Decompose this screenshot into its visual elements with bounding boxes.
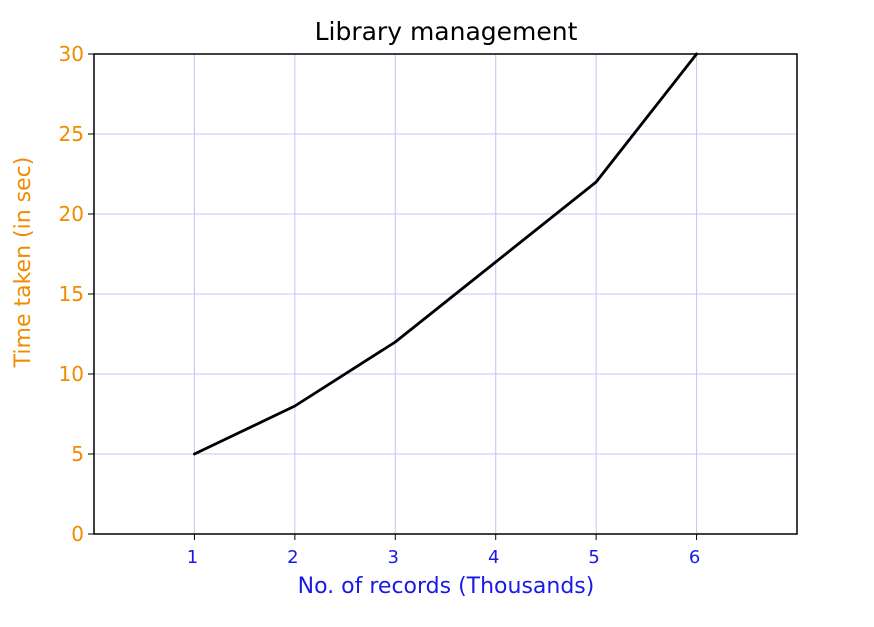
- chart-title: Library management: [315, 17, 578, 46]
- grid: [94, 53, 797, 534]
- x-ticks: 1 2 3 4 5 6: [187, 534, 700, 568]
- x-axis-label: No. of records (Thousands): [298, 574, 595, 599]
- x-tick-label: 1: [187, 547, 198, 568]
- x-tick-label: 2: [287, 547, 298, 568]
- y-tick-label: 15: [59, 282, 84, 306]
- y-tick-label: 25: [59, 122, 84, 146]
- y-tick-label: 10: [59, 362, 84, 386]
- x-tick-label: 5: [588, 547, 599, 568]
- y-tick-label: 5: [71, 442, 84, 466]
- series-line: [193, 52, 698, 456]
- y-tick-label: 20: [59, 202, 84, 226]
- x-tick-label: 4: [488, 547, 499, 568]
- x-tick-label: 6: [689, 547, 700, 568]
- y-axis-label: Time taken (in sec): [11, 157, 36, 369]
- y-tick-label: 30: [59, 42, 84, 66]
- y-tick-label: 0: [71, 522, 84, 546]
- series: [193, 52, 698, 456]
- x-tick-label: 3: [388, 547, 399, 568]
- y-ticks: 0 5 10 15 20 25 30: [59, 42, 94, 546]
